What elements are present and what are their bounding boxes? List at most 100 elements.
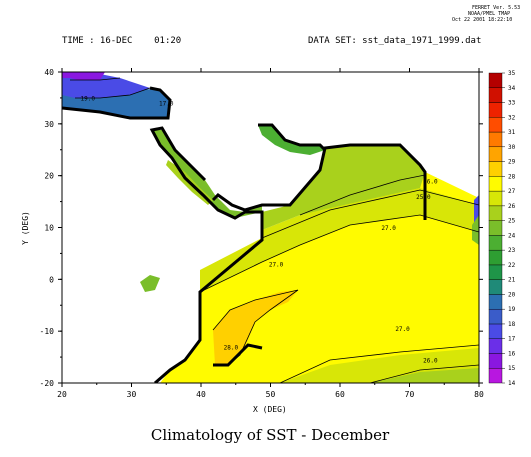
colorbar-label: 17 — [508, 336, 516, 343]
colorbar-swatch — [488, 190, 503, 207]
colorbar-label: 19 — [508, 306, 516, 313]
y-tick-label: 10 — [44, 224, 54, 233]
contour-label: 26.0 — [423, 357, 438, 364]
contour-line-2 — [261, 189, 479, 239]
colorbar-swatch — [488, 368, 503, 384]
colorbar-label: 25 — [508, 218, 516, 225]
colorbar-swatch — [488, 131, 503, 148]
east-edge-patch2 — [472, 215, 479, 245]
colorbar-swatch — [488, 161, 503, 177]
colorbar-label: 16 — [508, 350, 516, 357]
colorbar-swatch — [488, 117, 503, 133]
ferret-date: Oct 22 2001 18:22:10 — [452, 17, 512, 23]
contour-label: 28.0 — [224, 344, 239, 351]
y-tick-label: -20 — [40, 379, 55, 388]
colorbar-label: 27 — [508, 188, 516, 195]
colorbar-swatch — [488, 353, 503, 369]
ferret-org: NOAA/PMEL TMAP — [468, 11, 510, 17]
x-tick-label: 80 — [474, 390, 484, 399]
x-tick-label: 70 — [405, 390, 415, 399]
colorbar-label: 33 — [508, 100, 516, 107]
island-yellow — [454, 262, 462, 272]
x-tick-label: 50 — [266, 390, 276, 399]
colorbar-swatch — [488, 176, 503, 192]
contour-label-layer: 26.0 25.0 27.0 27.0 27.0 26.0 28.0 19.0 17.0 — [80, 96, 437, 365]
colorbar-label: 26 — [508, 203, 516, 210]
coastline-arabia — [211, 143, 427, 220]
y-tick-label: -10 — [40, 327, 55, 336]
colorbar-swatch — [488, 249, 503, 266]
colorbar-label: 28 — [508, 173, 516, 180]
coastline-gulf — [258, 123, 327, 152]
ferret-version: FERRET Ver. 5.53 — [472, 5, 520, 11]
colorbar-label: 15 — [508, 365, 516, 372]
contour-line-3 — [199, 214, 479, 293]
colorbar-swatch — [488, 338, 503, 354]
contour-label: 19.0 — [80, 96, 95, 103]
colorbar-label: 34 — [508, 85, 516, 92]
colorbar-swatch — [488, 235, 503, 251]
x-axis-label: X (DEG) — [253, 405, 287, 414]
contour-label: 25.0 — [416, 194, 431, 201]
y-tick-label: 40 — [44, 68, 54, 77]
colorbar-label: 29 — [508, 159, 516, 166]
colorbar-swatch — [488, 308, 503, 325]
y-tick-label: 20 — [44, 172, 54, 181]
map-field — [62, 72, 479, 383]
colorbar-label: 24 — [508, 232, 516, 239]
y-tick-label: 0 — [49, 275, 54, 284]
ocean-26-27-north — [200, 188, 479, 292]
contour-line-7 — [75, 87, 151, 99]
contour-label: 27.0 — [381, 225, 396, 232]
colorbar-swatch — [488, 102, 503, 118]
x-tick-label: 30 — [127, 390, 137, 399]
ocean-25-26-arabian — [262, 145, 425, 230]
colorbar-label: 20 — [508, 291, 516, 298]
colorbar-label: 35 — [508, 70, 516, 77]
contour-label: 27.0 — [269, 261, 284, 268]
ocean-27-28 — [200, 172, 479, 383]
colorbar-label: 21 — [508, 277, 516, 284]
contour-line-1 — [299, 174, 426, 216]
lake-green — [140, 275, 160, 292]
colorbar-swatch — [488, 146, 503, 162]
colorbar-label: 22 — [508, 262, 516, 269]
contour-label: 26.0 — [423, 178, 438, 185]
contour-line-8 — [70, 77, 121, 81]
colorbar: 14 15 16 17 18 19 20 21 22 23 24 25 26 27 28 29 30 31 32 33… — [488, 70, 516, 387]
x-tick-label: 40 — [196, 390, 206, 399]
colorbar-swatch — [488, 220, 503, 236]
mozambique-channel — [160, 340, 200, 383]
contour-line-4 — [279, 344, 479, 383]
colorbar-swatch — [488, 205, 503, 221]
x-tick-label: 20 — [57, 390, 67, 399]
colorbar-swatch — [488, 264, 503, 280]
contour-line-6 — [212, 289, 299, 366]
colorbar-swatch — [488, 87, 503, 103]
colorbar-label: 30 — [508, 144, 516, 151]
colorbar-label: 14 — [508, 380, 516, 387]
colorbar-swatch — [488, 294, 503, 310]
colorbar-swatch — [488, 323, 503, 339]
colorbar-label: 32 — [508, 114, 516, 121]
x-tick-label: 60 — [335, 390, 345, 399]
colorbar-label: 18 — [508, 321, 516, 328]
east-edge-patch — [474, 195, 479, 228]
contour-label: 27.0 — [395, 326, 410, 333]
chart-title: Climatology of SST - December — [151, 426, 390, 444]
y-axis-label: Y (DEG) — [21, 211, 30, 245]
colorbar-label: 31 — [508, 129, 516, 136]
y-tick-label: 30 — [44, 120, 54, 129]
red-sea — [152, 130, 262, 218]
contour-label: 17.0 — [159, 101, 174, 108]
colorbar-swatch — [488, 72, 503, 88]
warm-pool-28-29 — [213, 290, 298, 365]
coastline-madagascar — [213, 343, 263, 367]
med-sea-aegean — [62, 72, 105, 80]
ocean-25-26-south — [370, 368, 479, 383]
coastline-med — [62, 86, 172, 120]
coastline-africa — [149, 126, 264, 383]
colorbar-label: 23 — [508, 247, 516, 254]
dataset-label: DATA SET: sst_data_1971_1999.dat — [308, 36, 481, 46]
